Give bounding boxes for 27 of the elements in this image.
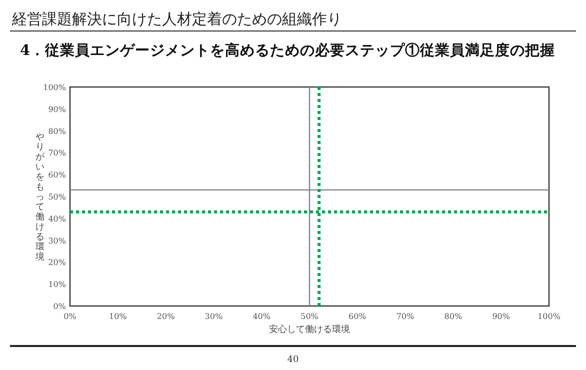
y-tick-label: 100% <box>43 83 66 92</box>
x-tick-label: 40% <box>252 312 271 321</box>
x-tick-label: 0% <box>64 312 77 321</box>
text: やりがいをもって働ける環境 <box>36 132 44 262</box>
y-tick-label: 80% <box>48 126 66 136</box>
x-tick-label: 70% <box>396 312 415 321</box>
x-axis-title: 安心して働ける環境 <box>269 324 350 335</box>
y-tick-label: 50% <box>48 192 66 202</box>
y-tick-label: 30% <box>48 236 66 246</box>
x-tick-label: 50% <box>300 312 319 321</box>
x-tick-label: 30% <box>204 312 223 321</box>
y-tick-label: 60% <box>48 170 66 180</box>
y-tick-label: 40% <box>48 214 66 224</box>
y-tick-label: 10% <box>48 280 66 290</box>
y-tick-label: 20% <box>48 258 66 268</box>
x-tick-label: 60% <box>348 312 367 321</box>
x-tick-label: 10% <box>109 312 128 321</box>
chart-title: 経営課題解決に向けた人材定着のための組織作り <box>11 10 342 28</box>
x-tick-label: 100% <box>538 312 561 321</box>
y-tick-label: 70% <box>48 148 66 158</box>
x-tick-label: 20% <box>156 312 176 321</box>
x-tick-label: 90% <box>492 312 510 321</box>
y-tick-label: 0% <box>53 302 66 311</box>
chart-subtitle: 4．従業員エンゲージメントを高めるための必要ステップ①従業員満足度の把握 <box>20 41 556 59</box>
y-tick-label: 90% <box>48 104 66 114</box>
text: 40 <box>287 355 299 365</box>
x-tick-label: 80% <box>444 312 462 321</box>
